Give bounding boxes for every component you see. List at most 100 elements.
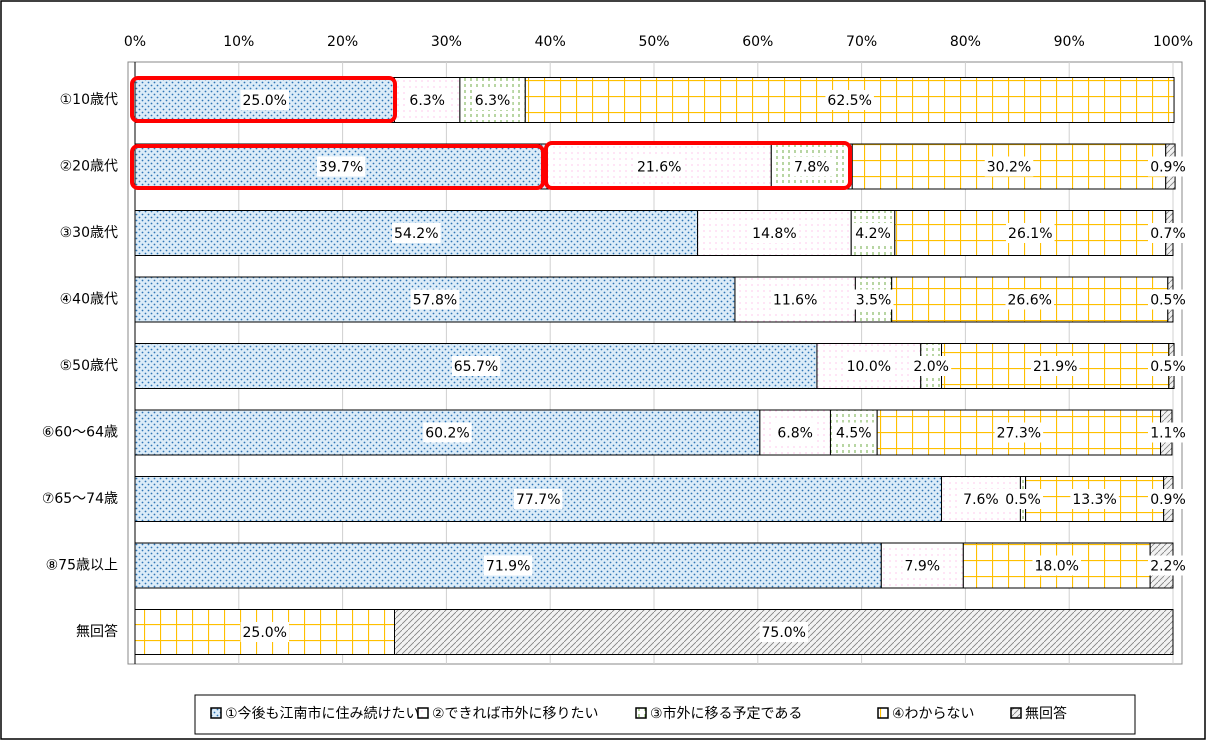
data-label: 6.8%: [777, 426, 813, 442]
label-bg: [1030, 356, 1080, 376]
data-label: 62.5%: [827, 93, 871, 109]
data-label: 7.9%: [905, 559, 941, 575]
x-tick-label: 50%: [638, 34, 669, 50]
data-label: 6.3%: [475, 93, 511, 109]
x-tick-label: 0%: [124, 34, 146, 50]
data-label: 0.7%: [1150, 226, 1186, 242]
data-label: 4.2%: [855, 226, 891, 242]
x-tick-label: 70%: [846, 34, 877, 50]
label-bg: [1148, 289, 1188, 310]
data-label: 3.5%: [856, 293, 892, 309]
label-bg: [825, 90, 874, 110]
label-bg: [240, 622, 289, 642]
x-tick-label: 20%: [327, 34, 358, 50]
label-bg: [392, 223, 441, 243]
x-tick-label: 100%: [1153, 34, 1193, 50]
data-label: 7.6%: [963, 492, 999, 508]
data-label: 77.7%: [516, 492, 560, 508]
label-bg: [994, 422, 1044, 443]
data-label: 75.0%: [762, 625, 806, 641]
legend-swatch: [877, 707, 889, 719]
legend-label: ③市外に移る予定である: [650, 705, 802, 722]
y-tick-label: ⑧75歳以上: [46, 558, 118, 574]
legend-label: ①今後も江南市に住み続けたい: [225, 705, 420, 722]
label-bg: [770, 289, 820, 310]
label-bg: [750, 223, 799, 243]
legend-label: ②できれば市外に移りたい: [432, 705, 599, 722]
label-bg: [1148, 156, 1188, 177]
label-bg: [316, 156, 366, 177]
data-label: 0.5%: [1150, 359, 1186, 375]
label-bg: [911, 356, 952, 376]
label-bg: [902, 555, 943, 576]
data-label: 2.2%: [1150, 559, 1186, 575]
y-tick-label: ⑦65～74歳: [42, 491, 118, 507]
data-label: 1.1%: [1150, 426, 1186, 442]
data-label: 11.6%: [773, 293, 817, 309]
legend-swatch: [1010, 707, 1022, 719]
data-label: 26.1%: [1008, 226, 1052, 242]
highlight: [544, 141, 852, 190]
x-tick-label: 40%: [535, 34, 566, 50]
data-label: 6.3%: [409, 93, 445, 109]
label-bg: [514, 489, 563, 509]
data-label: 26.6%: [1008, 293, 1052, 309]
x-tick-label: 30%: [431, 34, 462, 50]
data-label: 30.2%: [987, 160, 1031, 176]
legend-label: ④わからない: [892, 706, 975, 722]
data-label: 21.6%: [637, 160, 681, 176]
label-bg: [960, 489, 1001, 509]
label-bg: [775, 422, 816, 443]
y-tick-label: ⑤50歳代: [60, 358, 118, 374]
highlight: [130, 144, 545, 190]
label-bg: [634, 156, 684, 177]
label-bg: [407, 90, 448, 110]
label-bg: [853, 223, 894, 243]
data-label: 0.9%: [1150, 160, 1186, 176]
label-bg: [791, 156, 832, 177]
data-label: 27.3%: [997, 426, 1041, 442]
label-bg: [1148, 489, 1188, 509]
label-bg: [853, 289, 894, 310]
y-tick-label: ②20歳代: [60, 159, 118, 175]
label-bg: [1070, 489, 1119, 509]
data-label: 10.0%: [847, 359, 891, 375]
label-bg: [1148, 223, 1188, 243]
label-bg: [1148, 422, 1188, 443]
legend-swatch: [635, 707, 647, 719]
data-label: 2.0%: [913, 359, 949, 375]
data-label: 13.3%: [1072, 492, 1116, 508]
label-bg: [1003, 489, 1044, 509]
data-label: 7.8%: [794, 160, 830, 176]
y-tick-label: ③30歳代: [60, 225, 118, 241]
legend-swatch: [210, 707, 222, 719]
highlight: [130, 76, 397, 123]
data-label: 0.5%: [1005, 492, 1041, 508]
x-tick-label: 90%: [1054, 34, 1085, 50]
data-label: 71.9%: [486, 559, 530, 575]
label-bg: [844, 356, 894, 376]
label-bg: [451, 356, 501, 376]
label-bg: [472, 90, 513, 110]
legend-label: 無回答: [1025, 705, 1067, 722]
label-bg: [1006, 223, 1055, 243]
data-label: 25.0%: [243, 93, 287, 109]
data-label: 21.9%: [1033, 359, 1077, 375]
data-label: 14.8%: [752, 226, 796, 242]
data-label: 54.2%: [394, 226, 438, 242]
data-label: 57.8%: [413, 293, 457, 309]
data-label: 0.5%: [1150, 293, 1186, 309]
legend-swatch: [417, 707, 429, 719]
label-bg: [759, 622, 808, 642]
label-bg: [1005, 289, 1055, 310]
label-bg: [483, 555, 533, 576]
label-bg: [423, 422, 472, 443]
label-bg: [1032, 555, 1081, 576]
y-tick-label: ④40歳代: [60, 292, 118, 308]
data-label: 65.7%: [454, 359, 498, 375]
x-tick-label: 80%: [950, 34, 981, 50]
label-bg: [1148, 356, 1188, 376]
data-label: 4.5%: [836, 426, 872, 442]
x-tick-label: 10%: [223, 34, 254, 50]
